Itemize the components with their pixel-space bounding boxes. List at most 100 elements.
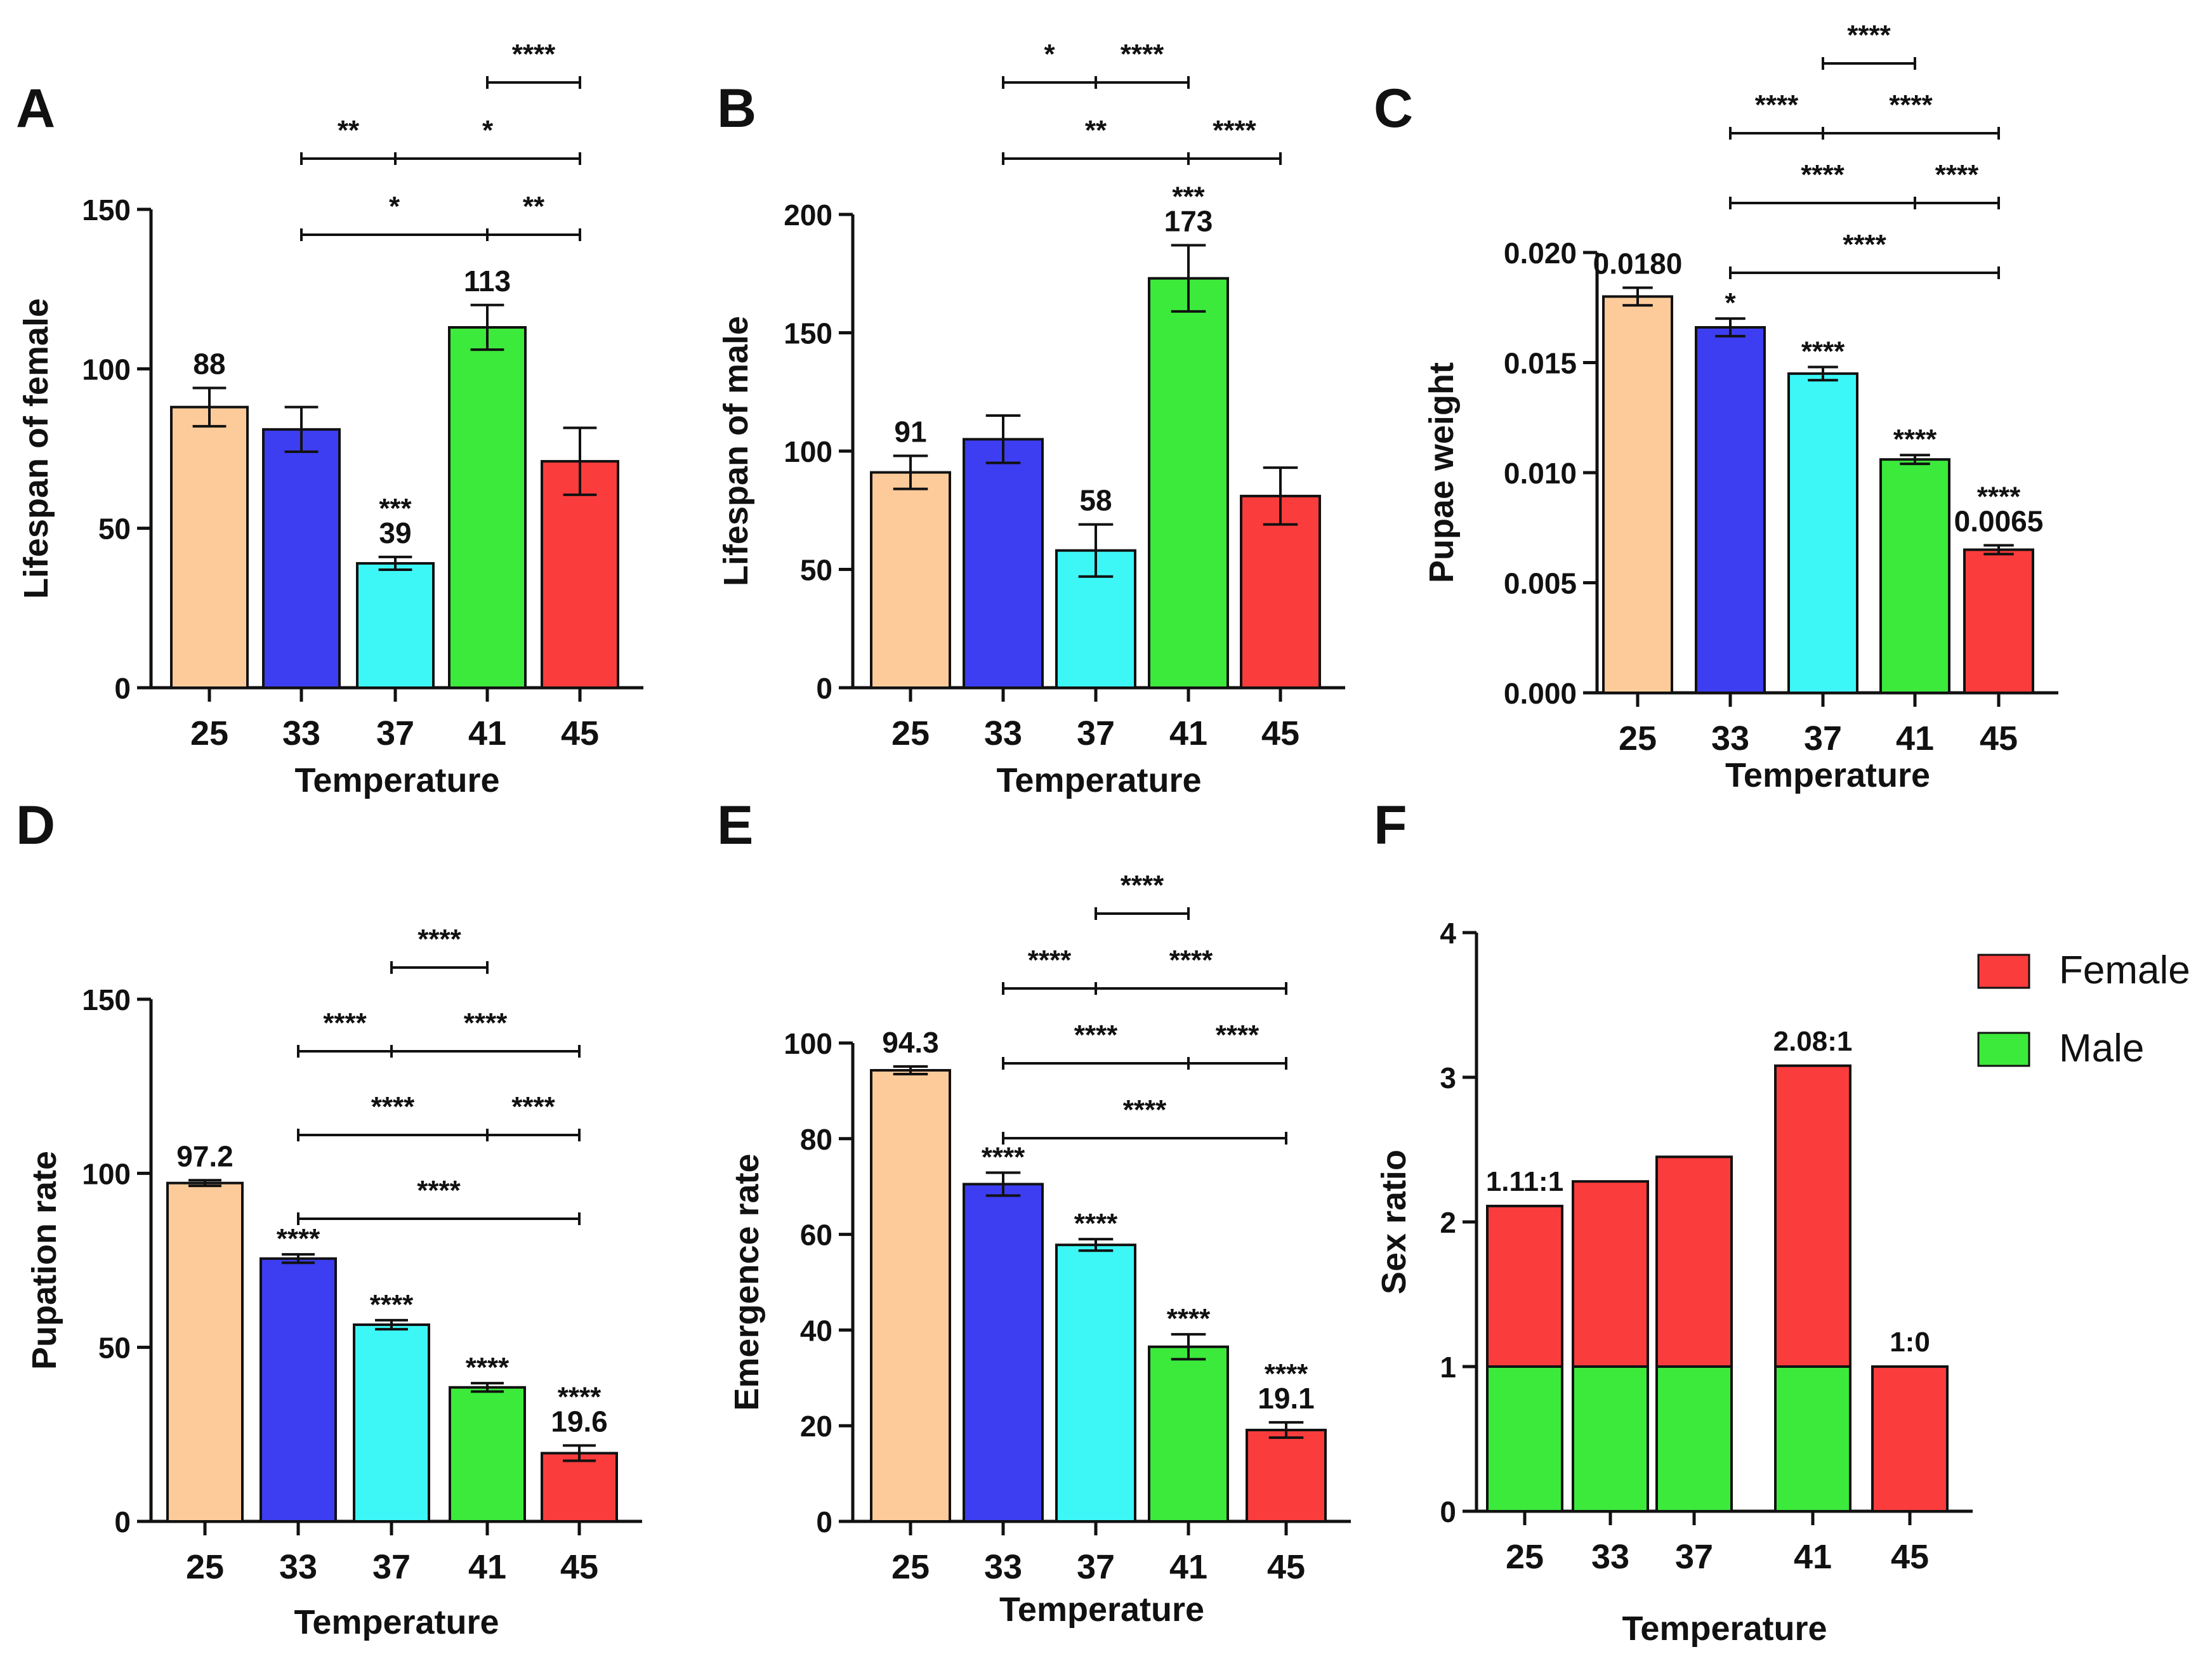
bar-33 bbox=[963, 438, 1044, 689]
x-tick-label: 41 bbox=[1169, 1548, 1207, 1586]
significance-bracket bbox=[297, 1212, 581, 1225]
x-tick-label: 33 bbox=[1711, 719, 1749, 758]
error-bar bbox=[378, 555, 412, 572]
bar-41 bbox=[448, 325, 527, 689]
bracket-label: **** bbox=[1801, 159, 1845, 190]
error-bar bbox=[1171, 244, 1206, 313]
significance-label: **** bbox=[466, 1352, 510, 1383]
bar-33 bbox=[262, 428, 341, 690]
bracket-label: **** bbox=[1843, 229, 1886, 260]
bracket-label: **** bbox=[1889, 89, 1933, 121]
error-bar bbox=[188, 1179, 221, 1188]
bracket-label: **** bbox=[371, 1091, 415, 1122]
bar-41 bbox=[1148, 1345, 1229, 1523]
panel-B: B 0 50 100 150 200 25 33 37 41 45 Temperature Lifesp… bbox=[717, 39, 1345, 799]
significance-label: *** bbox=[379, 493, 412, 524]
bracket-label: **** bbox=[512, 39, 556, 70]
error-bar bbox=[1715, 317, 1746, 338]
significance-bracket bbox=[1095, 907, 1190, 920]
x-tick-label: 37 bbox=[1077, 1548, 1115, 1586]
legend-label: Female bbox=[2059, 948, 2190, 992]
error-bar bbox=[985, 1171, 1021, 1197]
significance-bracket bbox=[390, 961, 489, 974]
value-label: 19.1 bbox=[1258, 1382, 1315, 1415]
x-tick-label: 37 bbox=[372, 1548, 411, 1586]
significance-label: **** bbox=[1167, 1303, 1211, 1334]
significance-bracket bbox=[1729, 197, 2000, 209]
significance-bracket bbox=[1729, 127, 2000, 140]
bracket-label: ** bbox=[523, 191, 545, 222]
bracket-label: **** bbox=[1121, 39, 1164, 70]
error-bar bbox=[563, 1444, 596, 1462]
y-tick-label: 0.005 bbox=[1504, 567, 1577, 600]
bracket-label: **** bbox=[417, 1175, 461, 1206]
legend-swatch bbox=[1977, 954, 2030, 989]
error-bar bbox=[1078, 523, 1114, 578]
bar-41 bbox=[1879, 458, 1950, 694]
x-tick-label: 45 bbox=[560, 1548, 598, 1586]
x-tick-label: 37 bbox=[1675, 1538, 1713, 1576]
error-bar bbox=[282, 1253, 315, 1264]
value-label: 113 bbox=[464, 265, 511, 298]
significance-bracket bbox=[1002, 76, 1190, 89]
error-bar bbox=[1983, 544, 2014, 556]
x-tick-label: 25 bbox=[891, 1548, 930, 1586]
bracket-label: **** bbox=[1074, 1020, 1118, 1051]
y-tick-label: 0 bbox=[816, 1506, 832, 1539]
bar-female-41 bbox=[1774, 1064, 1851, 1368]
value-label: 94.3 bbox=[882, 1026, 939, 1059]
value-label: 58 bbox=[1079, 484, 1112, 517]
bar-33 bbox=[963, 1183, 1044, 1523]
significance-bracket bbox=[1002, 152, 1282, 165]
x-tick-label: 45 bbox=[1891, 1538, 1929, 1576]
y-tick-label: 20 bbox=[800, 1410, 832, 1443]
ratio-label: 2.08:1 bbox=[1773, 1026, 1853, 1057]
error-bar bbox=[1268, 1421, 1304, 1440]
bar-male-25 bbox=[1486, 1365, 1563, 1513]
bar-37 bbox=[353, 1323, 430, 1523]
significance-label: **** bbox=[558, 1381, 602, 1412]
significance-bracket bbox=[486, 76, 581, 89]
bracket-label: **** bbox=[1169, 945, 1213, 976]
legend-label: Male bbox=[2059, 1027, 2144, 1070]
y-tick-label: 0.015 bbox=[1504, 347, 1577, 380]
x-tick-label: 33 bbox=[282, 714, 320, 752]
x-tick-label: 45 bbox=[1267, 1548, 1305, 1586]
y-tick-label: 50 bbox=[98, 1332, 131, 1365]
bar-male-41 bbox=[1774, 1365, 1851, 1513]
bar-45 bbox=[1963, 548, 2034, 695]
bar-37 bbox=[356, 561, 435, 690]
x-tick-label: 41 bbox=[1896, 719, 1934, 758]
significance-label: **** bbox=[982, 1141, 1025, 1172]
y-tick-label: 2 bbox=[1440, 1206, 1456, 1239]
x-tick-label: 45 bbox=[1980, 719, 2018, 758]
bar-33 bbox=[1695, 325, 1766, 694]
bar-41 bbox=[1148, 277, 1229, 689]
x-axis-title: Temperature bbox=[294, 1603, 499, 1641]
significance-label: **** bbox=[1074, 1208, 1118, 1239]
bracket-label: **** bbox=[1216, 1020, 1259, 1051]
y-tick-label: 150 bbox=[82, 983, 131, 1016]
x-tick-label: 37 bbox=[1804, 719, 1842, 758]
y-axis-title: Pupation rate bbox=[25, 1151, 63, 1370]
significance-bracket bbox=[297, 1045, 581, 1058]
bracket-label: **** bbox=[1123, 1094, 1167, 1125]
error-bar bbox=[1263, 466, 1298, 526]
x-tick-label: 45 bbox=[1261, 714, 1299, 752]
x-tick-label: 25 bbox=[186, 1548, 224, 1586]
x-tick-label: 37 bbox=[376, 714, 414, 752]
panel-C: C 0.000 0.005 0.010 0.015 0.020 25 33 37 41 45 Temp… bbox=[1374, 20, 2058, 794]
panel-F: F 0 1 2 3 4 25 33 37 41 45 Temperature Sex ratio 1.11… bbox=[1374, 795, 2190, 1648]
bar-45 bbox=[1246, 1428, 1327, 1523]
significance-label: **** bbox=[1265, 1358, 1308, 1389]
bracket-label: * bbox=[482, 115, 494, 146]
bracket-label: **** bbox=[323, 1007, 367, 1039]
bracket-label: ** bbox=[338, 115, 360, 146]
bar-male-33 bbox=[1572, 1365, 1649, 1513]
bar-45 bbox=[541, 1452, 618, 1523]
error-bar bbox=[893, 1065, 928, 1076]
x-tick-label: 25 bbox=[190, 714, 228, 752]
panel-A: A 0 50 100 150 25 33 37 41 45 Temperature Lifespan … bbox=[16, 39, 643, 799]
bracket-label: **** bbox=[418, 924, 461, 955]
significance-label: * bbox=[1725, 287, 1736, 318]
